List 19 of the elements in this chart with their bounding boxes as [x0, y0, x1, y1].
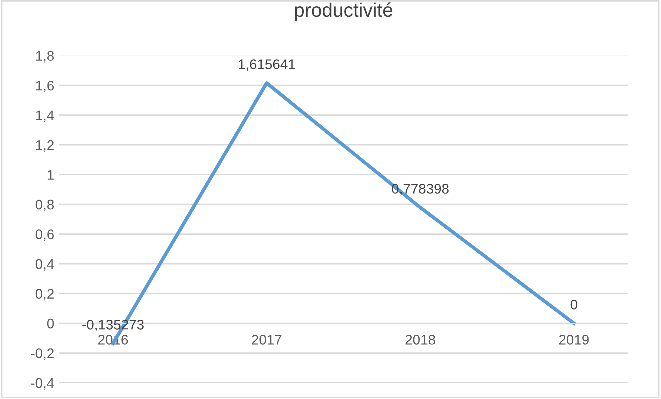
y-tick-label: -0,4: [31, 378, 54, 390]
y-tick-label: 1,2: [36, 140, 54, 152]
y-tick-label: 0,4: [36, 259, 54, 271]
chart-title: productivité: [295, 2, 393, 22]
data-label: 1,615641: [239, 60, 296, 72]
y-tick-label: 1,4: [36, 110, 54, 122]
y-tick-label: 0,8: [36, 200, 54, 212]
y-tick-label: 1,8: [36, 51, 54, 63]
y-tick-label: 1,6: [36, 80, 54, 92]
x-tick-label: 2017: [252, 335, 282, 345]
data-label: -0,135273: [82, 320, 144, 332]
y-tick-label: 0,6: [36, 230, 54, 242]
y-tick-label: -0,2: [31, 348, 54, 360]
y-tick-label: 0,2: [36, 289, 54, 301]
data-label: 0: [570, 300, 578, 310]
x-tick-label: 2019: [559, 335, 589, 345]
x-tick-label: 2018: [406, 335, 436, 345]
y-tick-label: 1: [48, 170, 54, 180]
y-tick-label: 0: [47, 318, 54, 329]
